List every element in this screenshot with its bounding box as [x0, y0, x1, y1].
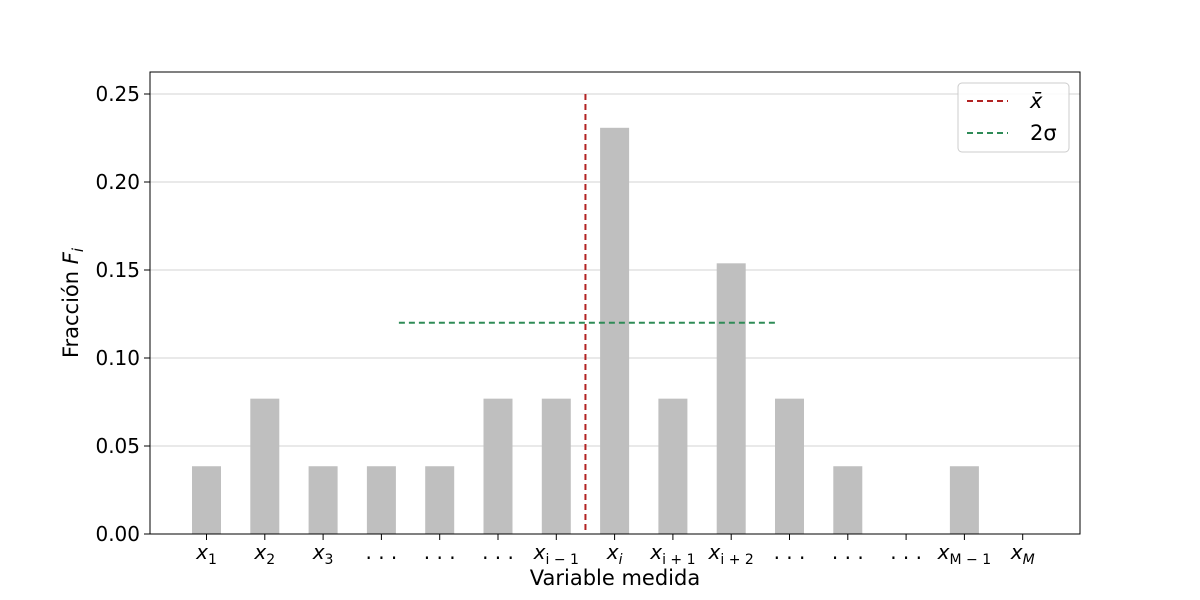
legend-frame [957, 82, 1070, 153]
bar [716, 263, 746, 534]
bars [192, 127, 979, 535]
x-tick-label: . . . [424, 540, 456, 564]
x-tick-label: xi − 1 [533, 540, 579, 568]
bar [949, 466, 979, 534]
x-tick-label: . . . [774, 540, 806, 564]
legend-label-mean: x̄ [1029, 89, 1043, 113]
x-tick-label: . . . [366, 540, 398, 564]
x-tick-label: x2 [253, 540, 275, 568]
legend: x̄ 2σ [957, 82, 1070, 153]
x-tick-label: . . . [482, 540, 514, 564]
x-tick-label: . . . [832, 540, 864, 564]
x-tick-label: x3 [312, 540, 334, 568]
reference-lines [398, 94, 778, 534]
y-tick-label: 0.10 [95, 346, 140, 370]
x-tick-label: xM [1010, 540, 1035, 568]
x-tick-label: . . . [890, 540, 922, 564]
y-tick-label: 0.15 [95, 258, 140, 282]
y-axis-ticks: 0.00 0.05 0.10 0.15 0.20 0.25 [95, 82, 150, 546]
x-axis-label: Variable medida [530, 566, 700, 590]
y-tick-label: 0.20 [95, 170, 140, 194]
bar [483, 398, 513, 534]
x-tick-label: x1 [195, 540, 217, 568]
bar [192, 466, 221, 534]
y-axis-label: Fracción Fi [59, 247, 87, 358]
x-tick-label: xi + 2 [708, 540, 754, 568]
x-tick-label: xi + 1 [649, 540, 695, 568]
x-tick-label: xi [606, 540, 623, 568]
legend-label-two-sigma: 2σ [1030, 121, 1057, 145]
bar [833, 466, 863, 534]
bar [775, 398, 804, 534]
x-tick-label: xM − 1 [937, 540, 991, 568]
bar [658, 398, 688, 534]
y-tick-label: 0.00 [95, 522, 140, 546]
y-tick-label: 0.05 [95, 434, 140, 458]
bar [600, 127, 630, 535]
bar [308, 466, 338, 534]
bar [366, 466, 396, 534]
bar [541, 398, 571, 534]
x-axis-ticks: x1 x2 x3 . . . . . . . . . xi − 1 xi xi + 1 xi + … [195, 534, 1035, 568]
bar [250, 398, 280, 534]
bar [425, 466, 455, 534]
y-tick-label: 0.25 [95, 82, 140, 106]
